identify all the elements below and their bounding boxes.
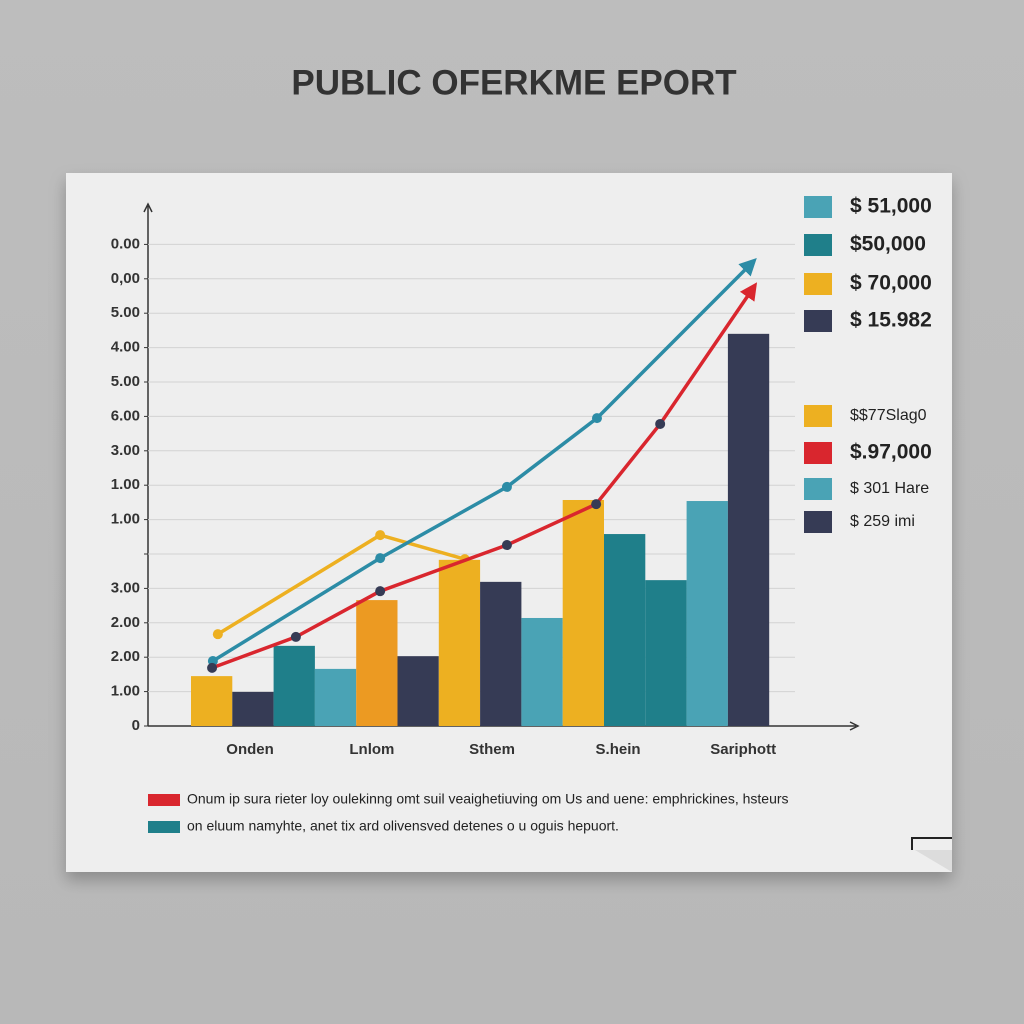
y-tick-label: 5.00 — [111, 304, 140, 321]
legend-swatch — [804, 196, 832, 218]
y-tick-label: 1.00 — [111, 683, 140, 700]
bar — [645, 580, 687, 726]
y-tick-label: 0,00 — [111, 270, 140, 287]
legend-label: $.97,000 — [850, 441, 932, 464]
bars — [191, 333, 770, 726]
x-tick-label: Sthem — [469, 741, 515, 758]
y-tick-label: 3.00 — [111, 579, 140, 596]
page-curl-edge — [911, 837, 952, 850]
line-marker — [290, 631, 301, 642]
bar — [438, 559, 481, 726]
legend-label: $ 259 imi — [850, 513, 915, 530]
y-tick-label: 0 — [132, 717, 140, 734]
x-tick-label: Sariphott — [710, 741, 776, 758]
line-marker — [207, 662, 218, 673]
legend-swatch — [804, 234, 832, 256]
y-tick-label: 1.00 — [111, 511, 140, 528]
y-axis-arrow — [143, 202, 153, 213]
bar — [521, 617, 563, 726]
bar — [562, 499, 604, 726]
legend-swatch — [804, 442, 832, 464]
note-swatch — [148, 794, 180, 806]
y-tick-label: 6.00 — [111, 407, 140, 424]
x-tick-label: S.hein — [596, 741, 641, 758]
y-tick-label: 2.00 — [111, 614, 140, 631]
line-marker — [655, 418, 666, 429]
line-marker — [591, 499, 602, 510]
legend-label: $50,000 — [850, 233, 926, 256]
line-marker — [501, 540, 512, 551]
y-tick-label: 0.00 — [111, 235, 140, 252]
x-tick-label: Onden — [226, 741, 274, 758]
y-tick-label: 4.00 — [111, 339, 140, 356]
y-tick-label: 2.00 — [111, 648, 140, 665]
bar — [273, 645, 315, 726]
legend-label: $$77Slag0 — [850, 407, 927, 424]
bar — [604, 534, 646, 726]
legend-swatch — [804, 273, 832, 295]
page-curl-fold — [915, 850, 952, 872]
line-marker — [212, 629, 223, 640]
line-marker — [375, 553, 386, 564]
note-text: on eluum namyhte, anet tix ard olivensve… — [187, 818, 619, 834]
y-tick-label: 5.00 — [111, 373, 140, 390]
chart-title: PUBLIC OFERKME EPORT — [291, 63, 736, 102]
legend-label: $ 301 Hare — [850, 480, 929, 497]
bar — [727, 333, 770, 726]
bar — [480, 581, 522, 726]
note-swatch — [148, 821, 180, 833]
bar — [356, 600, 398, 726]
legend-swatch — [804, 511, 832, 533]
bar — [232, 691, 274, 726]
legend-swatch — [804, 478, 832, 500]
x-tick-label: Lnlom — [349, 741, 394, 758]
legend-swatch — [804, 310, 832, 332]
bar — [314, 668, 357, 726]
bar — [686, 501, 728, 726]
bar — [191, 676, 233, 726]
y-tick-label: 1.00 — [111, 476, 140, 493]
line-marker — [375, 530, 386, 541]
bar — [397, 656, 439, 726]
note-text: Onum ip sura rieter loy oulekinng omt su… — [187, 791, 789, 807]
legend-label: $ 70,000 — [850, 272, 932, 295]
line-marker — [591, 413, 602, 424]
line-marker — [501, 481, 512, 492]
legend-label: $ 15.982 — [850, 309, 932, 332]
legend-swatch — [804, 405, 832, 427]
legend-label: $ 51,000 — [850, 195, 932, 218]
y-tick-label: 3.00 — [111, 442, 140, 459]
lines — [207, 258, 758, 673]
x-axis-arrow — [849, 721, 860, 731]
labels: 0 1.00 2.00 2.00 3.00 1.00 1.00 3.00 6.00 5.00 4.0… — [111, 195, 932, 834]
line-marker — [375, 586, 386, 597]
